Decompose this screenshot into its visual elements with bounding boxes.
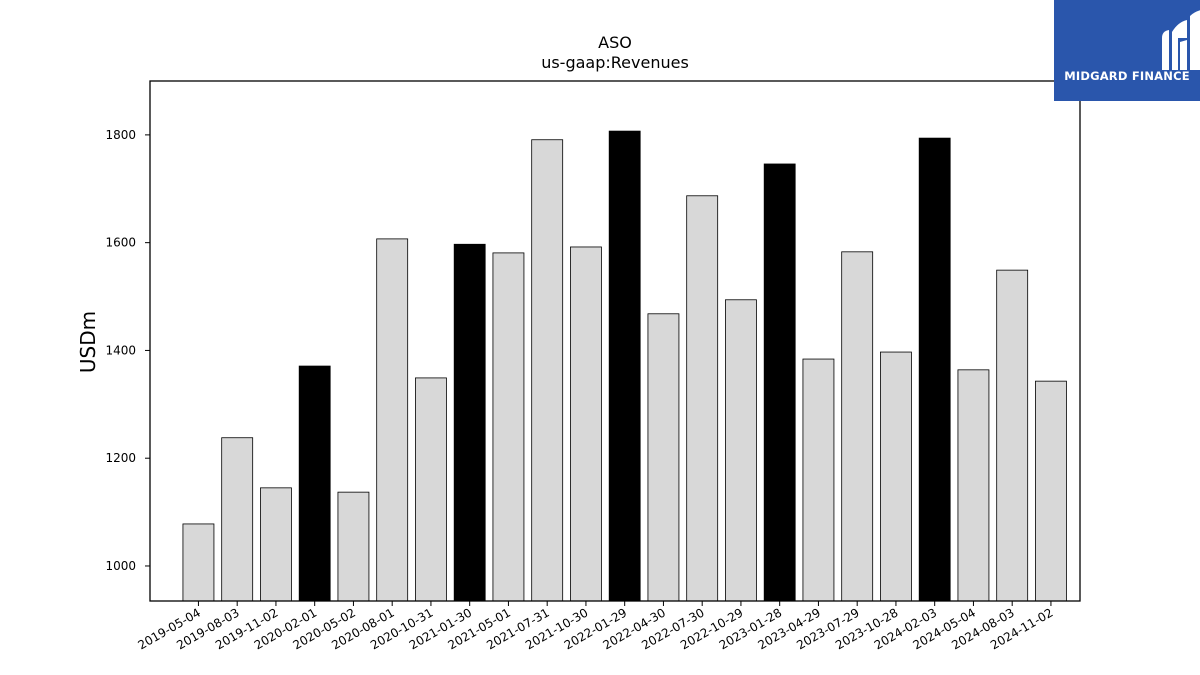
bar-2020-02-01 bbox=[298, 365, 331, 602]
bar-2023-07-29 bbox=[841, 251, 874, 602]
y-tick-label: 1800 bbox=[105, 128, 136, 142]
bar-2023-10-28 bbox=[880, 351, 912, 602]
x-axis-ticks: 2019-05-042019-08-032019-11-022020-02-01… bbox=[136, 601, 1055, 652]
bar-2019-08-03 bbox=[221, 437, 254, 602]
bar-2024-08-03 bbox=[996, 269, 1029, 602]
bar-2022-10-29 bbox=[725, 299, 757, 602]
bar-2019-11-02 bbox=[260, 487, 292, 602]
bars-group bbox=[182, 130, 1067, 602]
plot-area-frame bbox=[149, 80, 1081, 602]
bar-2020-08-01 bbox=[376, 238, 409, 602]
bar-2024-11-02 bbox=[1035, 380, 1067, 602]
y-tick-label: 1400 bbox=[105, 343, 136, 357]
bar-2022-01-29 bbox=[608, 130, 641, 602]
bar-2024-05-04 bbox=[957, 369, 990, 602]
bar-2019-05-04 bbox=[182, 523, 215, 602]
chart-subtitle: us-gaap:Revenues bbox=[541, 53, 689, 72]
bar-2023-01-28 bbox=[763, 163, 796, 602]
midgard-logo-icon bbox=[1162, 10, 1200, 70]
midgard-finance-logo: MIDGARD FINANCE bbox=[1054, 0, 1200, 101]
y-tick-label: 1200 bbox=[105, 451, 136, 465]
chart-title: ASO bbox=[598, 33, 632, 52]
bar-2021-10-30 bbox=[570, 246, 602, 602]
bar-2024-02-03 bbox=[918, 137, 951, 602]
y-tick-label: 1000 bbox=[105, 559, 136, 573]
bar-2021-07-31 bbox=[531, 139, 564, 602]
brand-name: MIDGARD FINANCE bbox=[1064, 69, 1190, 83]
bar-2023-04-29 bbox=[802, 358, 835, 602]
bar-2020-10-31 bbox=[415, 377, 447, 602]
bar-2022-04-30 bbox=[647, 313, 680, 602]
bar-2021-01-30 bbox=[453, 243, 486, 602]
y-axis-label: USDm bbox=[76, 311, 100, 373]
bar-2021-05-01 bbox=[492, 252, 525, 602]
bar-2022-07-30 bbox=[686, 195, 719, 602]
y-tick-label: 1600 bbox=[105, 236, 136, 250]
y-axis-ticks: 1000 1200 1400 1600 1800 bbox=[105, 128, 150, 573]
bar-2020-05-02 bbox=[337, 491, 370, 602]
